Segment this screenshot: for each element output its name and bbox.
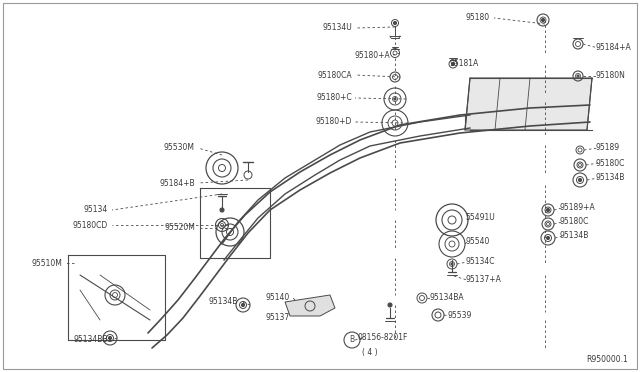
Text: 95137+A: 95137+A [465,276,501,285]
Text: 95134U: 95134U [323,23,352,32]
Text: 95134B: 95134B [560,231,589,241]
Text: 95180CA: 95180CA [317,71,352,80]
Text: 95530M: 95530M [164,144,195,153]
Text: 95510M: 95510M [31,259,62,267]
Text: 95134C: 95134C [465,257,495,266]
Text: 95184+B: 95184+B [159,179,195,187]
Polygon shape [285,295,335,316]
Text: 95180C: 95180C [560,218,589,227]
Text: 95189: 95189 [596,144,620,153]
Circle shape [241,304,244,307]
Text: 95134BB: 95134BB [74,336,108,344]
Circle shape [394,22,397,25]
Circle shape [579,179,582,182]
Text: 95180+C: 95180+C [316,93,352,103]
Circle shape [451,263,453,265]
Circle shape [451,62,454,65]
Text: 95180+A: 95180+A [355,51,390,60]
Text: 95137: 95137 [266,314,290,323]
Text: 95180C: 95180C [596,158,625,167]
Circle shape [388,303,392,307]
Text: 95180+D: 95180+D [316,118,352,126]
Circle shape [541,19,545,22]
Text: 95134: 95134 [84,205,108,215]
Text: 95539: 95539 [448,311,472,321]
Text: 95184+A: 95184+A [596,44,632,52]
Text: R950000.1: R950000.1 [586,356,628,365]
Text: 08156-8201F: 08156-8201F [358,334,408,343]
Text: 95180CD: 95180CD [73,221,108,230]
Circle shape [394,98,396,100]
Text: 95181A: 95181A [450,58,479,67]
Text: 95134BA: 95134BA [430,294,465,302]
Circle shape [577,75,579,77]
Text: 95520M: 95520M [164,224,195,232]
Text: B: B [349,336,355,344]
Text: 95540: 95540 [465,237,490,247]
Text: 95180N: 95180N [596,71,626,80]
Circle shape [547,208,550,212]
Circle shape [109,337,111,340]
Text: 95180: 95180 [466,13,490,22]
Text: 95134B: 95134B [209,298,238,307]
Polygon shape [465,78,592,130]
Text: 95140: 95140 [266,294,290,302]
Circle shape [220,208,224,212]
Circle shape [547,237,550,240]
Text: 55491U: 55491U [465,214,495,222]
Text: 95189+A: 95189+A [560,203,596,212]
Text: 95134B: 95134B [596,173,625,183]
Text: ( 4 ): ( 4 ) [362,347,378,356]
